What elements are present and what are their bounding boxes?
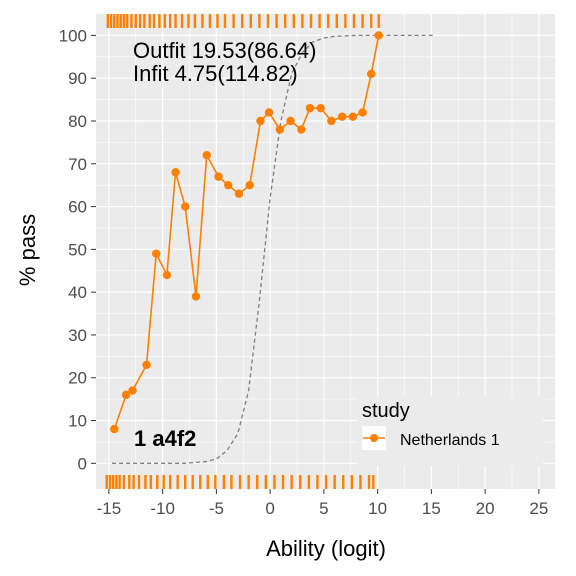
series-point	[275, 125, 285, 134]
series-point	[121, 390, 131, 400]
y-tick-label: 40	[68, 283, 87, 302]
legend-entry-netherlands-1: Netherlands 1	[400, 432, 500, 449]
series-point	[348, 112, 358, 121]
x-tick-label: -10	[150, 499, 175, 518]
model-curve	[112, 34, 434, 464]
x-tick-label: 5	[319, 499, 328, 518]
y-tick-label: 90	[68, 69, 87, 88]
series-point	[316, 103, 325, 113]
y-tick-label: 0	[78, 454, 87, 473]
series-point	[171, 168, 180, 177]
infit-annotation: Infit 4.75(114.82)	[133, 61, 298, 86]
series-point	[191, 292, 201, 301]
series-point	[286, 116, 295, 126]
y-tick-label: 60	[68, 198, 87, 217]
legend-background	[357, 396, 543, 466]
series-point	[234, 189, 244, 198]
series-point	[305, 103, 315, 113]
y-tick-label: 30	[68, 326, 87, 345]
series-point	[256, 116, 265, 126]
series-point	[366, 69, 376, 79]
outfit-annotation: Outfit 19.53(86.64)	[133, 38, 316, 63]
y-tick-label: 50	[68, 240, 87, 259]
x-tick-label: 10	[368, 499, 387, 518]
series-point	[327, 116, 336, 126]
series-point	[264, 108, 274, 117]
y-tick-label: 80	[68, 112, 87, 131]
series-point	[337, 112, 347, 121]
model-curve-line	[112, 34, 434, 464]
y-tick-label: 70	[68, 155, 87, 174]
x-axis-title: Ability (logit)	[266, 536, 386, 561]
legend: study Netherlands 1	[357, 396, 543, 466]
y-tick-label: 100	[59, 26, 87, 45]
series-point	[245, 180, 254, 190]
x-tick-label: 20	[476, 499, 495, 518]
series-point	[224, 180, 233, 190]
series-point	[202, 151, 211, 160]
y-tick-label: 20	[68, 369, 87, 388]
legend-key-point	[370, 434, 378, 442]
axis-tick-labels: -15 -10 -5 0 5 10 15 20 25 0 10 20 30 40 50 60 70 80 90 100	[59, 26, 549, 518]
y-axis-title: % pass	[15, 214, 40, 286]
x-tick-label: 25	[529, 499, 548, 518]
item-label: 1 a4f2	[134, 426, 196, 451]
x-tick-label: 15	[422, 499, 441, 518]
series-point	[181, 202, 190, 211]
y-tick-label: 10	[68, 412, 87, 431]
rug-marks	[105, 14, 380, 489]
axis-ticks	[91, 34, 540, 494]
x-tick-label: -5	[209, 499, 224, 518]
series-netherlands-1	[110, 31, 383, 434]
series-point	[297, 125, 306, 134]
series-point	[162, 270, 172, 280]
series-point	[214, 172, 223, 181]
series-point	[128, 386, 137, 395]
x-tick-label: 0	[265, 499, 274, 518]
series-point	[110, 424, 119, 434]
legend-title: study	[362, 400, 410, 422]
series-point	[358, 108, 367, 117]
series-point	[142, 360, 151, 370]
series-point	[151, 249, 161, 258]
x-tick-label: -15	[97, 499, 122, 518]
series-point	[374, 31, 383, 40]
